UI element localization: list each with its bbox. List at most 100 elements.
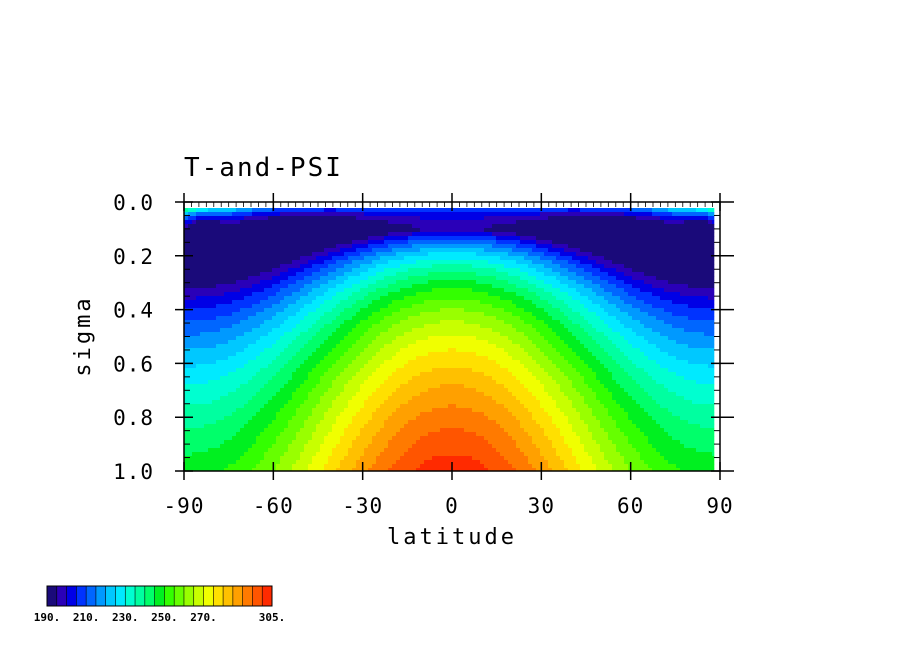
contour-cell	[428, 372, 433, 377]
contour-cell	[188, 228, 193, 233]
contour-cell	[192, 408, 197, 413]
contour-cell	[436, 428, 441, 433]
contour-cell	[284, 412, 289, 417]
contour-cell	[408, 316, 413, 321]
contour-cell	[296, 280, 301, 285]
contour-cell	[468, 468, 473, 472]
contour-cell	[432, 284, 437, 289]
contour-cell	[328, 356, 333, 361]
contour-cell	[236, 212, 241, 217]
contour-cell	[336, 424, 341, 429]
contour-cell	[232, 436, 237, 441]
contour-cell	[484, 284, 489, 289]
contour-cell	[240, 316, 245, 321]
contour-cell	[368, 384, 373, 389]
contour-cell	[324, 292, 329, 297]
contour-cell	[448, 432, 453, 437]
contour-cell	[320, 224, 325, 229]
contour-cell	[344, 364, 349, 369]
contour-cell	[448, 276, 453, 281]
contour-cell	[184, 352, 189, 357]
contour-cell	[384, 312, 389, 317]
contour-cell	[220, 288, 225, 293]
contour-cell	[404, 208, 409, 213]
contour-cell	[224, 252, 229, 257]
contour-cell	[396, 404, 401, 409]
contour-cell	[300, 356, 305, 361]
contour-cell	[320, 300, 325, 305]
contour-cell	[308, 388, 313, 393]
contour-cell	[412, 288, 417, 293]
contour-cell	[416, 340, 421, 345]
contour-cell	[452, 300, 457, 305]
contour-cell	[240, 300, 245, 305]
contour-cell	[472, 336, 477, 341]
contour-cell	[388, 392, 393, 397]
contour-cell	[456, 248, 461, 253]
contour-cell	[428, 356, 433, 361]
contour-cell	[480, 440, 485, 445]
contour-cell	[388, 252, 393, 257]
contour-cell	[212, 456, 217, 461]
contour-cell	[400, 460, 405, 465]
contour-cell	[336, 324, 341, 329]
contour-cell	[380, 236, 385, 241]
contour-cell	[384, 352, 389, 357]
contour-cell	[184, 260, 189, 265]
contour-cell	[380, 404, 385, 409]
contour-cell	[444, 444, 449, 449]
contour-cell	[428, 352, 433, 357]
contour-cell	[468, 232, 473, 237]
contour-cell	[252, 212, 257, 217]
contour-cell	[392, 436, 397, 441]
contour-cell	[412, 308, 417, 313]
contour-cell	[220, 424, 225, 429]
contour-cell	[416, 464, 421, 469]
contour-cell	[324, 232, 329, 237]
contour-cell	[384, 320, 389, 325]
contour-cell	[380, 436, 385, 441]
contour-cell	[232, 228, 237, 233]
contour-cell	[244, 408, 249, 413]
contour-cell	[260, 468, 265, 472]
contour-cell	[304, 276, 309, 281]
contour-cell	[452, 344, 457, 349]
contour-cell	[244, 340, 249, 345]
contour-cell	[468, 220, 473, 225]
contour-cell	[200, 468, 205, 472]
contour-cell	[464, 360, 469, 365]
contour-cell	[356, 404, 361, 409]
contour-cell	[240, 264, 245, 269]
contour-cell	[216, 332, 221, 337]
contour-cell	[196, 368, 201, 373]
contour-cell	[292, 244, 297, 249]
contour-cell	[352, 256, 357, 261]
contour-cell	[480, 336, 485, 341]
contour-cell	[380, 344, 385, 349]
contour-cell	[452, 360, 457, 365]
contour-cell	[476, 416, 481, 421]
contour-cell	[360, 396, 365, 401]
contour-cell	[392, 460, 397, 465]
contour-cell	[468, 252, 473, 257]
contour-cell	[372, 308, 377, 313]
contour-cell	[432, 256, 437, 261]
contour-cell	[188, 332, 193, 337]
contour-cell	[332, 252, 337, 257]
contour-cell	[240, 344, 245, 349]
contour-cell	[420, 216, 425, 221]
contour-cell	[276, 324, 281, 329]
contour-cell	[212, 220, 217, 225]
contour-cell	[228, 324, 233, 329]
contour-cell	[400, 432, 405, 437]
contour-cell	[300, 304, 305, 309]
contour-cell	[324, 408, 329, 413]
contour-cell	[232, 440, 237, 445]
contour-cell	[352, 248, 357, 253]
contour-cell	[192, 384, 197, 389]
contour-cell	[464, 212, 469, 217]
contour-cell	[316, 268, 321, 273]
contour-cell	[480, 360, 485, 365]
contour-cell	[416, 432, 421, 437]
contour-cell	[480, 284, 485, 289]
